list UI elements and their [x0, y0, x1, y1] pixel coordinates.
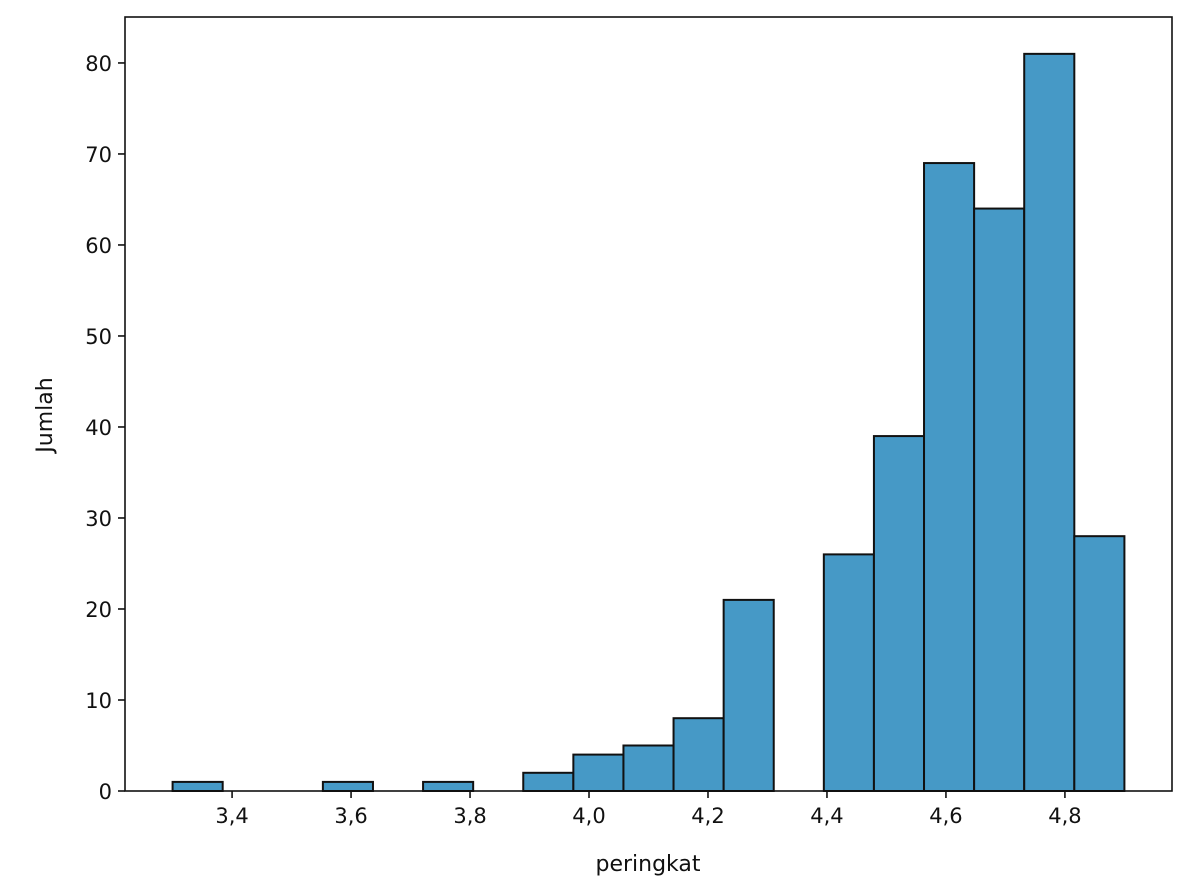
x-tick-label: 4,2	[691, 804, 724, 828]
histogram-bar	[822, 553, 875, 792]
y-tick-label: 80	[85, 52, 112, 76]
x-tick-label: 3,8	[453, 804, 486, 828]
histogram-bar	[973, 207, 1026, 792]
histogram-bar	[422, 780, 475, 793]
histogram-bar	[572, 753, 625, 793]
histogram-bar	[321, 780, 374, 793]
histogram-bar	[622, 744, 675, 793]
y-tick-label: 10	[85, 689, 112, 713]
histogram-bar	[872, 435, 926, 792]
x-axis-label: peringkat	[595, 852, 700, 877]
histogram-bar	[1073, 535, 1126, 792]
x-tick-label: 3,4	[215, 804, 248, 828]
y-tick-label: 60	[85, 234, 112, 258]
bars-group	[171, 52, 1126, 793]
y-tick-label: 40	[85, 416, 112, 440]
y-axis-label: Jumlah	[33, 377, 58, 454]
x-tick-label: 4,6	[929, 804, 962, 828]
histogram-bar	[522, 771, 575, 793]
x-tick-label: 4,4	[810, 804, 843, 828]
histogram-bar	[672, 717, 725, 792]
x-tick-label: 4,0	[572, 804, 605, 828]
histogram-bar	[171, 780, 224, 793]
histogram-bar	[923, 162, 976, 793]
y-tick-label: 50	[85, 325, 112, 349]
y-tick-label: 70	[85, 143, 112, 167]
x-axis: 3,4 3,6 3,8 4,0 4,2 4,4 4,6 4,8	[215, 791, 1082, 828]
y-tick-label: 30	[85, 507, 112, 531]
histogram-bar	[1023, 52, 1076, 793]
histogram-bar	[722, 598, 775, 793]
y-axis: 0 10 20 30 40 50 60 70 80	[85, 52, 125, 804]
plot-frame	[124, 16, 1173, 792]
y-tick-label: 20	[85, 598, 112, 622]
x-tick-label: 3,6	[334, 804, 367, 828]
y-tick-label: 0	[99, 780, 112, 804]
x-tick-label: 4,8	[1048, 804, 1081, 828]
